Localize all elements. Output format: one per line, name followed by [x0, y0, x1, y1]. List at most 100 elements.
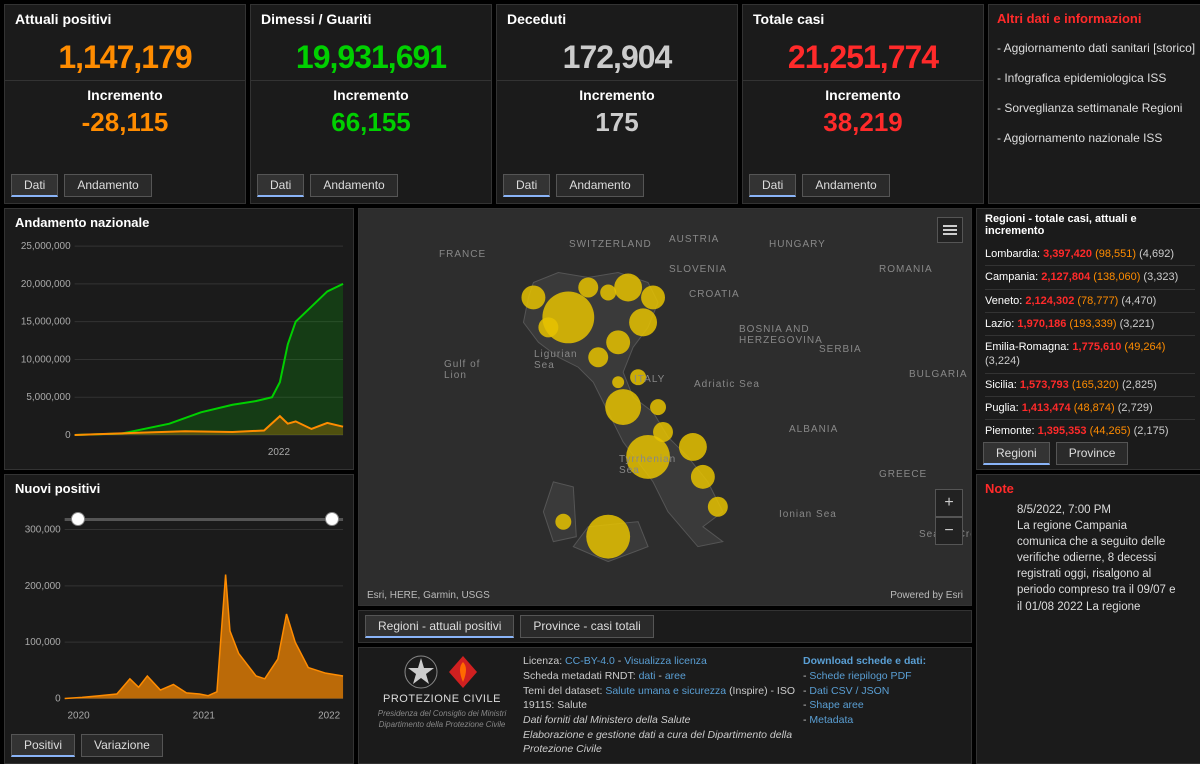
- stat-inc-value: 175: [497, 103, 737, 146]
- region-row[interactable]: Puglia: 1,413,474 (48,874) (2,729): [985, 397, 1195, 420]
- temi-link[interactable]: Salute umana e sicurezza: [605, 685, 726, 697]
- chart2-tab-positivi[interactable]: Positivi: [11, 734, 75, 757]
- chart-andamento-nazionale: Andamento nazionale 05,000,00010,000,000…: [4, 208, 354, 470]
- svg-text:300,000: 300,000: [25, 524, 61, 535]
- map-country-label: BULGARIA: [909, 369, 968, 380]
- zoom-out-button[interactable]: −: [935, 517, 963, 545]
- regions-tab-regioni[interactable]: Regioni: [983, 442, 1050, 465]
- chart2-tab-variazione[interactable]: Variazione: [81, 734, 163, 757]
- info-header: Altri dati e informazioni: [997, 9, 1199, 29]
- dashboard-grid: Attuali positivi 1,147,179 Incremento -2…: [0, 0, 1200, 760]
- time-slider-handle-end[interactable]: [325, 512, 339, 526]
- info-item[interactable]: - Aggiornamento dati sanitari [storico]: [997, 39, 1199, 57]
- stat-inc-value: 38,219: [743, 103, 983, 146]
- tab-andamento[interactable]: Andamento: [556, 174, 643, 197]
- stat-card-totale: Totale casi 21,251,774 Incremento 38,219…: [742, 4, 984, 204]
- protezione-civile-icon: [445, 654, 481, 690]
- stat-card-guariti: Dimessi / Guariti 19,931,691 Incremento …: [250, 4, 492, 204]
- stat-inc-label: Incremento: [5, 80, 245, 103]
- stat-inc-value: -28,115: [5, 103, 245, 146]
- dati-forniti: Dati forniti dal Ministero della Salute: [523, 713, 797, 728]
- info-item[interactable]: - Infografica epidemiologica ISS: [997, 69, 1199, 87]
- tab-dati[interactable]: Dati: [749, 174, 796, 197]
- scheda-dati-link[interactable]: dati: [639, 670, 656, 682]
- map-attribution-left: Esri, HERE, Garmin, USGS: [367, 590, 490, 601]
- map-country-label: HUNGARY: [769, 239, 826, 250]
- svg-text:20,000,000: 20,000,000: [21, 279, 71, 290]
- stat-value: 1,147,179: [5, 29, 245, 80]
- info-panel: Altri dati e informazioni - Aggiornament…: [988, 4, 1200, 204]
- stat-title: Totale casi: [743, 5, 983, 29]
- svg-text:2020: 2020: [68, 710, 91, 721]
- map-column: FRANCESWITZERLANDAUSTRIASLOVENIAHUNGARYR…: [358, 208, 972, 764]
- map-country-label: Tyrrhenian Sea: [619, 454, 676, 476]
- map-legend-button[interactable]: [937, 217, 963, 243]
- map-canvas[interactable]: FRANCESWITZERLANDAUSTRIASLOVENIAHUNGARYR…: [358, 208, 972, 606]
- tab-andamento[interactable]: Andamento: [802, 174, 889, 197]
- chart2-svg: 0100,000200,000300,000202020212022: [5, 498, 353, 730]
- tab-dati[interactable]: Dati: [11, 174, 58, 197]
- region-row[interactable]: Veneto: 2,124,302 (78,777) (4,470): [985, 290, 1195, 313]
- dl-csv-link[interactable]: Dati CSV / JSON: [809, 685, 889, 697]
- logo-column: PROTEZIONE CIVILE Presidenza del Consigl…: [367, 654, 517, 757]
- stat-value: 172,904: [497, 29, 737, 80]
- region-row[interactable]: Emilia-Romagna: 1,775,610 (49,264) (3,22…: [985, 336, 1195, 374]
- dl-pdf-link[interactable]: Schede riepilogo PDF: [809, 670, 911, 682]
- regions-list: Regioni - totale casi, attuali e increme…: [977, 209, 1200, 438]
- time-slider-handle-start[interactable]: [71, 512, 85, 526]
- top-cards-row: Attuali positivi 1,147,179 Incremento -2…: [4, 4, 1200, 204]
- region-row[interactable]: Lazio: 1,970,186 (193,339) (3,221): [985, 313, 1195, 336]
- licenza-link[interactable]: CC-BY-4.0: [565, 655, 615, 667]
- dl-metadata-link[interactable]: Metadata: [809, 714, 853, 726]
- scheda-label: Scheda metadati RNDT:: [523, 670, 636, 682]
- regions-tab-province[interactable]: Province: [1056, 442, 1129, 465]
- region-row[interactable]: Lombardia: 3,397,420 (98,551) (4,692): [985, 243, 1195, 266]
- scheda-aree-link[interactable]: aree: [665, 670, 686, 682]
- map-country-label: ROMANIA: [879, 264, 933, 275]
- stat-value: 21,251,774: [743, 29, 983, 80]
- region-row[interactable]: Campania: 2,127,804 (138,060) (3,323): [985, 266, 1195, 289]
- tab-andamento[interactable]: Andamento: [310, 174, 397, 197]
- tab-dati[interactable]: Dati: [503, 174, 550, 197]
- notes-header: Note: [977, 475, 1200, 498]
- info-item[interactable]: - Sorveglianza settimanale Regioni: [997, 99, 1199, 117]
- svg-text:2022: 2022: [318, 710, 341, 721]
- svg-text:10,000,000: 10,000,000: [21, 354, 71, 365]
- meta-center: Licenza: CC-BY-4.0 - Visualizza licenza …: [523, 654, 797, 757]
- chart-title: Andamento nazionale: [5, 209, 353, 232]
- map-tab-regioni[interactable]: Regioni - attuali positivi: [365, 615, 514, 638]
- stat-title: Dimessi / Guariti: [251, 5, 491, 29]
- dl-shape-link[interactable]: Shape aree: [809, 699, 863, 711]
- map-country-label: ITALY: [634, 374, 665, 385]
- svg-text:25,000,000: 25,000,000: [21, 241, 71, 252]
- map-country-label: CROATIA: [689, 289, 740, 300]
- tab-dati[interactable]: Dati: [257, 174, 304, 197]
- svg-text:2022: 2022: [268, 447, 291, 458]
- italy-emblem-icon: [403, 654, 439, 690]
- stat-value: 19,931,691: [251, 29, 491, 80]
- map-country-label: ALBANIA: [789, 424, 838, 435]
- regions-header: Regioni - totale casi, attuali e increme…: [985, 213, 1195, 237]
- elaborazione: Elaborazione e gestione dati a cura del …: [523, 728, 797, 757]
- info-item[interactable]: - Aggiornamento nazionale ISS: [997, 129, 1199, 147]
- stat-title: Attuali positivi: [5, 5, 245, 29]
- map-attribution-right: Powered by Esri: [890, 590, 963, 601]
- stat-inc-label: Incremento: [251, 80, 491, 103]
- map-tab-province[interactable]: Province - casi totali: [520, 615, 653, 638]
- stat-inc-value: 66,155: [251, 103, 491, 146]
- map-country-label: Ligurian Sea: [534, 349, 578, 371]
- stat-card-deceduti: Deceduti 172,904 Incremento 175 Dati And…: [496, 4, 738, 204]
- stat-inc-label: Incremento: [743, 80, 983, 103]
- licenza-label: Licenza:: [523, 655, 562, 667]
- zoom-in-button[interactable]: +: [935, 489, 963, 517]
- tab-andamento[interactable]: Andamento: [64, 174, 151, 197]
- region-row[interactable]: Sicilia: 1,573,793 (165,320) (2,825): [985, 374, 1195, 397]
- map-tabs: Regioni - attuali positivi Province - ca…: [358, 610, 972, 643]
- svg-text:5,000,000: 5,000,000: [26, 392, 71, 403]
- notes-body: 8/5/2022, 7:00 PM La regione Campania co…: [977, 498, 1200, 623]
- map-country-label: GREECE: [879, 469, 927, 480]
- region-row[interactable]: Piemonte: 1,395,353 (44,265) (2,175): [985, 420, 1195, 438]
- map-country-label: SERBIA: [819, 344, 862, 355]
- licenza-view-link[interactable]: Visualizza licenza: [624, 655, 707, 667]
- map-country-label: SLOVENIA: [669, 264, 727, 275]
